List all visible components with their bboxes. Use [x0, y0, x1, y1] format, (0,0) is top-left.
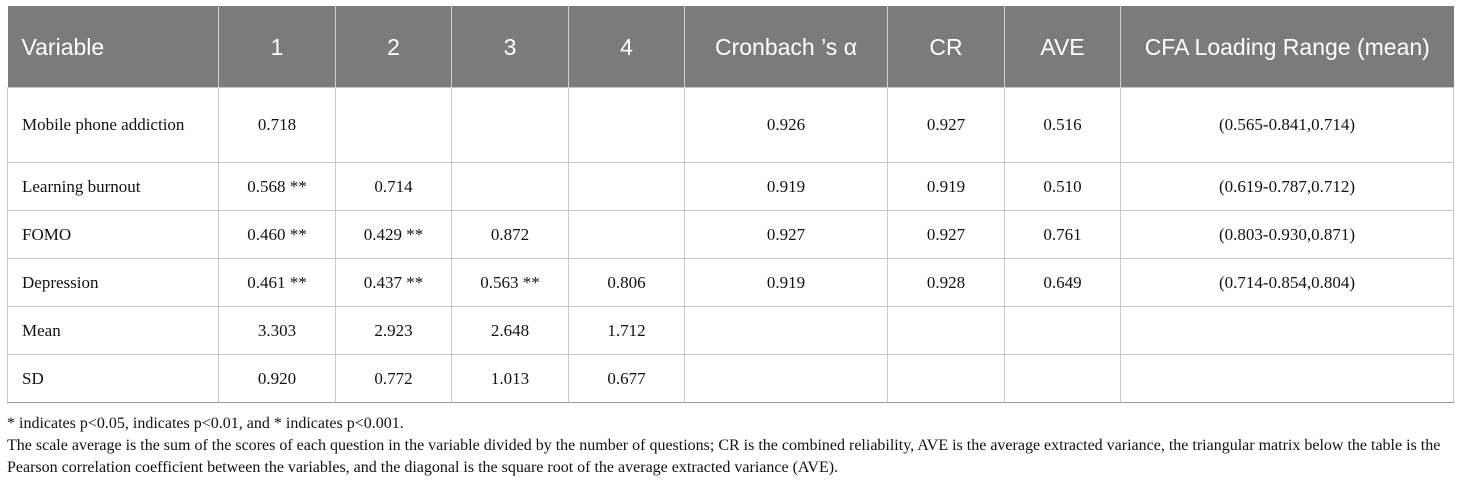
header-cell: Variable: [7, 6, 219, 88]
table-cell: 0.919: [684, 162, 888, 211]
table-row: Depression 0.461 ** 0.437 ** 0.563 ** 0.…: [7, 258, 1454, 307]
table-cell: 2.923: [335, 306, 452, 355]
row-label: Depression: [7, 258, 219, 307]
table-cell: 1.712: [568, 306, 685, 355]
table-cell: [451, 87, 569, 163]
table-cell: 2.648: [451, 306, 569, 355]
table-row: FOMO 0.460 ** 0.429 ** 0.872 0.927 0.927…: [7, 210, 1454, 259]
row-label: Mobile phone addiction: [7, 87, 219, 163]
table-cell: [1120, 306, 1454, 355]
table-cell: 0.927: [684, 210, 888, 259]
table-cell: 0.927: [887, 87, 1005, 163]
table-cell: 0.928: [887, 258, 1005, 307]
table-cell: 0.718: [218, 87, 336, 163]
header-cell: AVE: [1004, 6, 1121, 88]
table-cell: 0.926: [684, 87, 888, 163]
table-cell: [335, 87, 452, 163]
table-cell: 0.568 **: [218, 162, 336, 211]
table-cell: (0.803-0.930,0.871): [1120, 210, 1454, 259]
header-cell: CR: [887, 6, 1005, 88]
table-cell: [1004, 354, 1121, 403]
table-cell: 0.919: [887, 162, 1005, 211]
header-cell: Cronbach ’s α: [684, 6, 888, 88]
row-label: Learning burnout: [7, 162, 219, 211]
table-cell: 3.303: [218, 306, 336, 355]
row-label: SD: [7, 354, 219, 403]
table-cell: 1.013: [451, 354, 569, 403]
table-cell: (0.714-0.854,0.804): [1120, 258, 1454, 307]
header-cell: 2: [335, 6, 452, 88]
row-label: Mean: [7, 306, 219, 355]
table-cell: [887, 354, 1005, 403]
header-cell: 1: [218, 6, 336, 88]
table-cell: 0.516: [1004, 87, 1121, 163]
table-cell: 0.714: [335, 162, 452, 211]
table-cell: [1004, 306, 1121, 355]
table-cell: [887, 306, 1005, 355]
table-footnotes: * indicates p<0.05, indicates p<0.01, an…: [7, 413, 1453, 479]
table-cell: 0.461 **: [218, 258, 336, 307]
table-cell: 0.649: [1004, 258, 1121, 307]
table-cell: 0.563 **: [451, 258, 569, 307]
table-cell: 0.677: [568, 354, 685, 403]
significance-note: * indicates p<0.05, indicates p<0.01, an…: [7, 415, 404, 432]
header-cell: CFA Loading Range (mean): [1120, 6, 1454, 88]
table-cell: 0.429 **: [335, 210, 452, 259]
table-cell: [568, 162, 685, 211]
table-cell: [1120, 354, 1454, 403]
table-cell: 0.927: [887, 210, 1005, 259]
table-cell: 0.872: [451, 210, 569, 259]
header-row: Variable 1 2 3 4 Cronbach ’s α CR AVE CF…: [7, 6, 1454, 88]
table-cell: (0.619-0.787,0.712): [1120, 162, 1454, 211]
table-container: Variable 1 2 3 4 Cronbach ’s α CR AVE CF…: [7, 6, 1454, 479]
table-cell: [684, 306, 888, 355]
table-row: Learning burnout 0.568 ** 0.714 0.919 0.…: [7, 162, 1454, 211]
table-cell: [568, 87, 685, 163]
table-cell: 0.761: [1004, 210, 1121, 259]
table-cell: 0.510: [1004, 162, 1121, 211]
table-cell: (0.565-0.841,0.714): [1120, 87, 1454, 163]
table-cell: 0.919: [684, 258, 888, 307]
table-cell: 0.460 **: [218, 210, 336, 259]
table-cell: 0.437 **: [335, 258, 452, 307]
table-cell: 0.772: [335, 354, 452, 403]
table-row: Mobile phone addiction 0.718 0.926 0.927…: [7, 87, 1454, 163]
definitions-note: The scale average is the sum of the scor…: [7, 437, 1441, 476]
header-cell: 3: [451, 6, 569, 88]
header-cell: 4: [568, 6, 685, 88]
table-cell: 0.806: [568, 258, 685, 307]
statistics-table: Variable 1 2 3 4 Cronbach ’s α CR AVE CF…: [7, 6, 1454, 403]
table-cell: [684, 354, 888, 403]
table-row: Mean 3.303 2.923 2.648 1.712: [7, 306, 1454, 355]
table-row: SD 0.920 0.772 1.013 0.677: [7, 354, 1454, 403]
table-cell: [568, 210, 685, 259]
table-cell: 0.920: [218, 354, 336, 403]
table-cell: [451, 162, 569, 211]
row-label: FOMO: [7, 210, 219, 259]
